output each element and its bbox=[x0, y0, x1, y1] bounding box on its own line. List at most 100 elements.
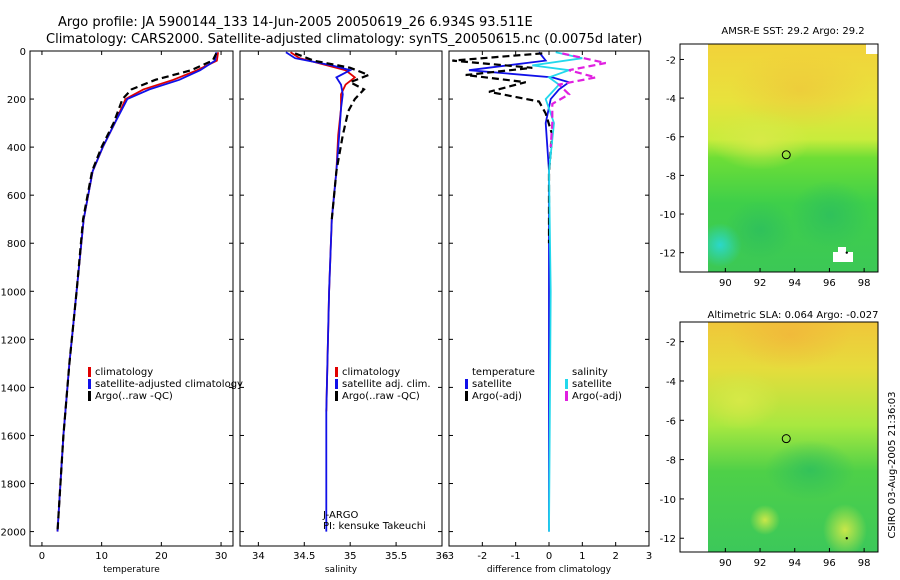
sst_map-xtick-label: 90 bbox=[719, 278, 732, 289]
csiro-timestamp: CSIRO 03-Aug-2005 21:36:03 bbox=[887, 391, 898, 538]
difference-xtick-label: -1 bbox=[511, 551, 521, 562]
sst-map-field bbox=[708, 44, 878, 272]
sla_map-argo-marker bbox=[781, 434, 791, 444]
difference-legend-label: satellite bbox=[472, 379, 512, 390]
difference-xtick-label: 1 bbox=[579, 551, 585, 562]
salinity-xtick-label: 34.5 bbox=[293, 551, 315, 562]
difference-series-temperature-argo-adj- bbox=[452, 52, 554, 244]
salinity-series-argo-raw-qc- bbox=[294, 52, 372, 220]
sla-map-panel: Altimetric SLA: 0.064 Argo: -0.027 90 92 9… bbox=[660, 310, 879, 569]
temperature-ytick-label: 2000 bbox=[1, 528, 26, 539]
temperature-series-argo-raw-qc- bbox=[56, 52, 218, 532]
salinity-series-climatology bbox=[290, 51, 357, 412]
sla_map-ytick-label: -2 bbox=[666, 338, 676, 349]
sst_map-ytick-label: -4 bbox=[666, 94, 676, 105]
difference-xtick-label: -3 bbox=[444, 551, 454, 562]
temperature-xtick-label: 20 bbox=[155, 551, 168, 562]
salinity-profile-panel: 34 34.5 35 35.5 36 salinity climatologysatelli… bbox=[239, 50, 449, 575]
temperature-ytick-label: 1200 bbox=[1, 335, 26, 346]
salinity-xtick-label: 36 bbox=[436, 551, 449, 562]
sla_map-xtick-label: 98 bbox=[858, 558, 871, 569]
temperature-ytick-label: 800 bbox=[7, 239, 26, 250]
difference-xlabel: difference from climatology bbox=[487, 565, 612, 575]
sla_map-ytick-label: -10 bbox=[660, 495, 676, 506]
sst_map-argo-marker bbox=[781, 150, 791, 160]
sla_map-ytick-label: -12 bbox=[660, 534, 676, 545]
salinity-xtick-label: 35.5 bbox=[385, 551, 407, 562]
sst-map-axes: 90 92 94 96 98 -2 -4 -6 -8 -10 -12 bbox=[660, 43, 879, 289]
difference-legend-label: Argo(-adj) bbox=[472, 391, 522, 402]
sla_map-secondary-marker bbox=[845, 537, 848, 540]
sla-map-field bbox=[708, 322, 878, 552]
sst_map-secondary-marker bbox=[845, 251, 848, 254]
temperature-series-climatology bbox=[56, 52, 219, 532]
temperature-legend-swatch bbox=[88, 367, 91, 377]
salinity-legend-swatch bbox=[335, 391, 338, 401]
temperature-xtick-label: 0 bbox=[39, 551, 45, 562]
temperature-ytick-label: 400 bbox=[7, 143, 26, 154]
salinity-legend-swatch bbox=[335, 367, 338, 377]
temperature-legend-swatch bbox=[88, 391, 91, 401]
temperature-ytick-label: 1000 bbox=[1, 287, 26, 298]
temperature-ytick-label: 0 bbox=[20, 47, 26, 58]
sla_map-ytick-label: -4 bbox=[666, 377, 676, 388]
temperature-profile-panel: 0 10 20 30 0 200 400 600 800 1000 1200 1400 1600 1800… bbox=[1, 47, 243, 575]
difference-series-salinity-argo-adj- bbox=[549, 52, 606, 148]
temperature-ytick-label: 600 bbox=[7, 191, 26, 202]
sla_map-xtick-label: 94 bbox=[788, 558, 801, 569]
temperature-xtick-label: 30 bbox=[215, 551, 228, 562]
sla_map-xtick-label: 96 bbox=[823, 558, 836, 569]
salinity-legend-swatch bbox=[335, 379, 338, 389]
sla-map-title: Altimetric SLA: 0.064 Argo: -0.027 bbox=[708, 310, 879, 321]
salinity-axes-frame bbox=[239, 50, 443, 547]
difference-legend-label: temperature bbox=[472, 367, 535, 378]
difference-xtick-label: -2 bbox=[477, 551, 487, 562]
sla_map-frame bbox=[679, 321, 879, 553]
sst_map-ytick-label: -12 bbox=[660, 249, 676, 260]
salinity-xlabel: salinity bbox=[325, 565, 358, 575]
difference-legend-label: Argo(-adj) bbox=[572, 391, 622, 402]
temperature-legend-label: Argo(..raw -QC) bbox=[95, 391, 173, 402]
temperature-ytick-label: 1600 bbox=[1, 431, 26, 442]
temperature-xlabel: temperature bbox=[103, 565, 160, 575]
sst_map-xtick-label: 98 bbox=[858, 278, 871, 289]
salinity-annotation: J-ARGO bbox=[322, 510, 359, 521]
sst_map-xtick-label: 96 bbox=[823, 278, 836, 289]
temperature-legend-label: satellite-adjusted climatology bbox=[95, 379, 243, 390]
temperature-legend-label: climatology bbox=[95, 367, 153, 378]
salinity-series-satellite-adj-clim- bbox=[285, 51, 353, 532]
difference-legend-swatch bbox=[565, 379, 568, 389]
temperature-legend-swatch bbox=[88, 379, 91, 389]
sla_map-xtick-label: 90 bbox=[719, 558, 732, 569]
temperature-axes-frame bbox=[29, 50, 234, 547]
sst-map-panel: AMSR-E SST: 29.2 Argo: 29.2 90 92 94 96 98 -2… bbox=[660, 26, 879, 289]
salinity-legend-label: Argo(..raw -QC) bbox=[342, 391, 420, 402]
figure-title-line1: Argo profile: JA 5900144_133 14-Jun-2005… bbox=[58, 15, 533, 30]
salinity-legend-label: climatology bbox=[342, 367, 400, 378]
salinity-xtick-label: 35 bbox=[344, 551, 357, 562]
temperature-xtick-label: 10 bbox=[95, 551, 108, 562]
difference-legend-swatch bbox=[565, 391, 568, 401]
difference-xtick-label: 0 bbox=[546, 551, 552, 562]
difference-legend-label: satellite bbox=[572, 379, 612, 390]
sst-map-title: AMSR-E SST: 29.2 Argo: 29.2 bbox=[721, 26, 864, 37]
sst_map-xtick-label: 94 bbox=[788, 278, 801, 289]
salinity-xtick-label: 34 bbox=[252, 551, 265, 562]
sla_map-xtick-label: 92 bbox=[754, 558, 767, 569]
sla_map-ytick-label: -8 bbox=[666, 456, 676, 467]
sst_map-ytick-label: -6 bbox=[666, 133, 676, 144]
temperature-ytick-label: 1800 bbox=[1, 480, 26, 491]
sst_map-ytick-label: -8 bbox=[666, 171, 676, 182]
sst_map-ytick-label: -10 bbox=[660, 210, 676, 221]
difference-xtick-label: 3 bbox=[646, 551, 652, 562]
temperature-ytick-label: 1400 bbox=[1, 383, 26, 394]
temperature-ytick-label: 200 bbox=[7, 95, 26, 106]
sst_map-xtick-label: 92 bbox=[754, 278, 767, 289]
figure-title-line2: Climatology: CARS2000. Satellite-adjuste… bbox=[46, 32, 642, 47]
difference-legend-swatch bbox=[465, 391, 468, 401]
sst_map-ytick-label: -2 bbox=[666, 55, 676, 66]
difference-profile-panel: -3 -2 -1 0 1 2 3 difference from climatology tem… bbox=[444, 50, 652, 575]
difference-series-salinity-satellite bbox=[532, 51, 583, 532]
salinity-legend-label: satellite adj. clim. bbox=[342, 379, 431, 390]
